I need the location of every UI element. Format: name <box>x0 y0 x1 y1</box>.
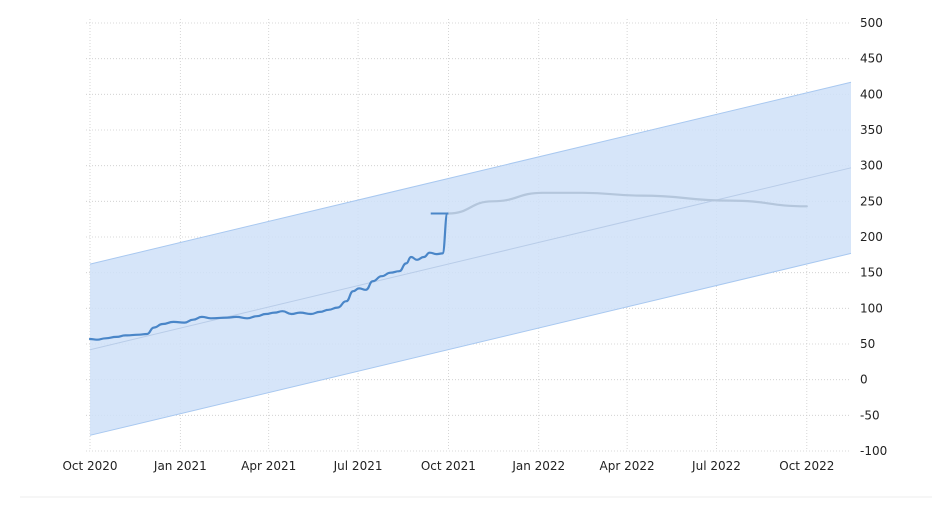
x-tick-label: Jan 2022 <box>511 459 565 473</box>
y-tick-label: 100 <box>860 301 883 315</box>
y-tick-label: 300 <box>860 159 883 173</box>
x-tick-label: Jul 2022 <box>691 459 741 473</box>
band-lower-edge <box>89 252 852 436</box>
y-tick-label: 400 <box>860 87 883 101</box>
y-tick-label: 450 <box>860 52 883 66</box>
y-tick-label: 250 <box>860 194 883 208</box>
y-tick-label: 0 <box>860 373 868 387</box>
x-tick-label: Oct 2022 <box>779 459 834 473</box>
x-tick-label: Apr 2022 <box>600 459 655 473</box>
y-tick-label: 150 <box>860 266 883 280</box>
x-tick-label: Apr 2021 <box>241 459 296 473</box>
trend-line-path <box>89 167 852 351</box>
x-axis: Oct 2020 Jan 2021 Apr 2021 Jul 2021 Oct 2021… <box>62 459 834 473</box>
band-upper-edge <box>89 81 852 265</box>
x-tick-label: Oct 2020 <box>62 459 117 473</box>
x-tick-label: Jan 2021 <box>153 459 207 473</box>
y-tick-label: -50 <box>860 408 880 422</box>
y-tick-label: 500 <box>860 16 883 30</box>
forecast-series-line <box>447 191 808 215</box>
y-tick-label: 350 <box>860 123 883 137</box>
x-tick-label: Jul 2021 <box>333 459 383 473</box>
x-tick-label: Oct 2021 <box>421 459 476 473</box>
y-tick-label: 50 <box>860 337 875 351</box>
y-tick-label: -100 <box>860 444 887 458</box>
series <box>88 191 808 341</box>
y-tick-label: 200 <box>860 230 883 244</box>
trend-line <box>89 167 852 351</box>
actual-series-line <box>88 212 449 341</box>
